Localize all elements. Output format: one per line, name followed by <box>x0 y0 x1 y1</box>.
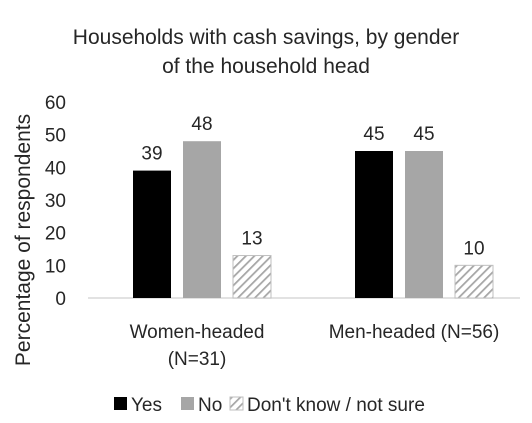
y-axis-ticks: 0 10 20 30 40 50 60 <box>45 93 66 310</box>
data-label: 45 <box>413 124 434 145</box>
category-label: Men-headed (N=56) <box>329 322 500 343</box>
chart-title-line-1: Households with cash savings, by gender <box>73 26 459 49</box>
legend-swatch-dont-know <box>229 396 244 411</box>
chart-title-line-2: of the household head <box>162 55 370 78</box>
legend-swatch-no <box>181 397 194 410</box>
legend-swatch-yes <box>114 397 127 410</box>
bar-yes-1 <box>133 170 171 298</box>
bar-don-t-know-not-sure-1 <box>232 255 272 299</box>
data-label: 13 <box>241 229 262 250</box>
bars-group <box>133 141 494 299</box>
data-label: 48 <box>191 114 212 135</box>
y-tick-label: 30 <box>45 191 66 212</box>
y-tick-label: 0 <box>55 289 66 310</box>
bar-no-1 <box>183 141 221 298</box>
y-tick-label: 20 <box>45 224 66 245</box>
legend-label-dont-know: Don't know / not sure <box>247 395 425 416</box>
category-label: (N=31) <box>168 349 227 370</box>
data-label: 39 <box>141 144 162 165</box>
y-axis-label: Percentage of respondents <box>12 114 35 366</box>
x-axis-category-labels: Women-headed (N=31) Men-headed (N=56) <box>130 322 500 370</box>
data-label: 10 <box>463 238 484 259</box>
bar-no-2 <box>405 151 443 298</box>
data-labels-group: 39 48 13 45 45 10 <box>141 114 484 259</box>
legend: Yes No Don't know / not sure <box>114 395 425 416</box>
y-tick-label: 50 <box>45 126 66 147</box>
y-tick-label: 40 <box>45 158 66 179</box>
bar-don-t-know-not-sure-2 <box>454 264 494 299</box>
y-tick-label: 60 <box>45 93 66 114</box>
bar-yes-2 <box>355 151 393 298</box>
legend-label-no: No <box>198 395 222 416</box>
y-tick-label: 10 <box>45 256 66 277</box>
data-label: 45 <box>363 124 384 145</box>
legend-label-yes: Yes <box>131 395 162 416</box>
category-label: Women-headed <box>130 322 265 343</box>
